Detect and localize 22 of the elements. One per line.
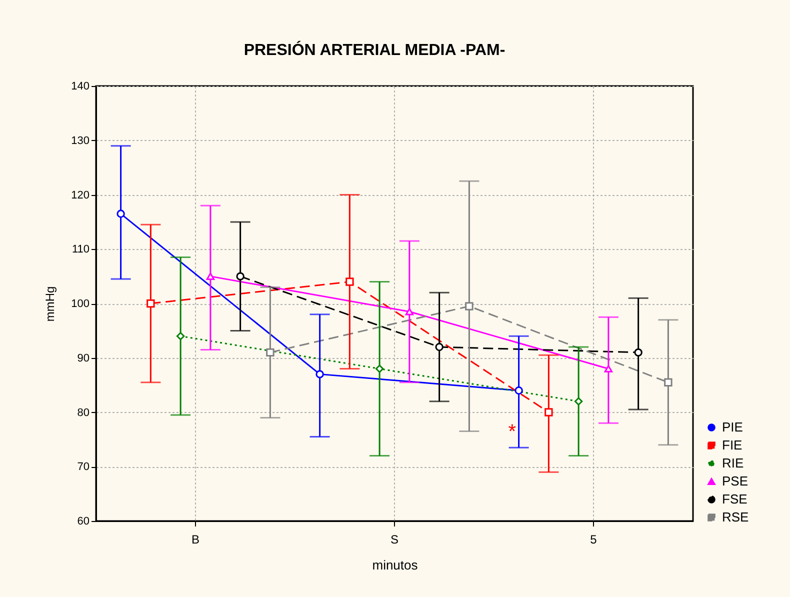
annotation: * (508, 420, 516, 443)
chart-title: PRESIÓN ARTERIAL MEDIA -PAM- (244, 40, 506, 59)
y-tick-label: 140 (71, 80, 90, 92)
legend-label: RSE (722, 510, 750, 524)
y-tick-label: 120 (71, 189, 90, 202)
y-tick-label: 110 (72, 244, 90, 256)
y-tick-label: 80 (77, 406, 90, 419)
legend-label: PIE (722, 420, 744, 434)
x-tick-label: 5 (590, 532, 598, 546)
y-tick-label: 130 (71, 134, 90, 147)
y-tick-label: 100 (71, 298, 90, 310)
legend-label: PSE (722, 474, 748, 488)
x-axis-title: minutos (372, 558, 418, 572)
legend-label: RIE (722, 456, 744, 470)
y-axis-title: mmHg (43, 286, 58, 322)
legend-label: FSE (722, 492, 748, 506)
y-tick-label: 90 (77, 352, 90, 364)
x-tick-label: B (191, 532, 200, 546)
legend-label: FIE (722, 438, 743, 452)
x-tick-label: S (390, 532, 399, 546)
y-tick-label: 60 (77, 516, 90, 528)
y-tick-label: 70 (77, 461, 90, 474)
